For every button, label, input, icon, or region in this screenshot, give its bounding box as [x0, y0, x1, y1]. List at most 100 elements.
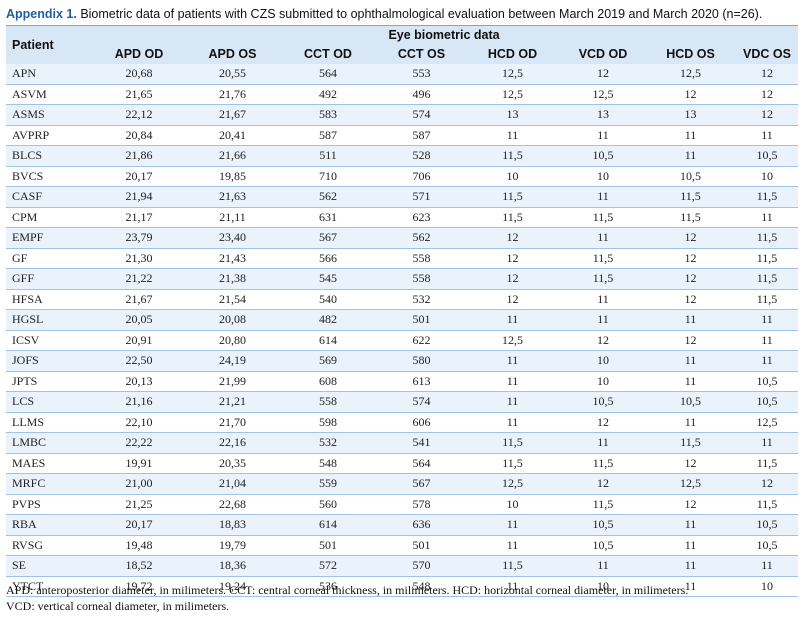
value-cell: 21,00 — [90, 473, 188, 495]
table-row: CPM 21,17 21,11 631 623 11,5 11,5 11,5 11 — [6, 207, 799, 228]
value-cell: 12 — [464, 289, 561, 310]
value-cell: 562 — [277, 186, 379, 208]
patient-cell: APN — [6, 64, 90, 85]
patient-cell: LMBC — [6, 432, 90, 454]
value-cell: 11,5 — [736, 289, 799, 310]
value-cell: 11 — [464, 412, 561, 433]
value-cell: 22,12 — [90, 104, 188, 126]
value-cell: 501 — [379, 309, 464, 331]
patient-column-header: Patient — [6, 25, 90, 64]
value-cell: 10 — [561, 371, 645, 392]
value-cell: 710 — [277, 166, 379, 187]
value-cell: 12,5 — [561, 84, 645, 105]
table-row: LLMS 22,10 21,70 598 606 11 12 11 12,5 — [6, 412, 799, 433]
value-cell: 11,5 — [645, 186, 736, 208]
value-cell: 20,68 — [90, 64, 188, 85]
value-cell: 21,67 — [188, 104, 277, 126]
patient-cell: JPTS — [6, 371, 90, 392]
value-cell: 501 — [379, 535, 464, 556]
value-cell: 20,91 — [90, 330, 188, 351]
value-cell: 12,5 — [464, 84, 561, 105]
value-cell: 11 — [736, 432, 799, 454]
value-cell: 12 — [645, 248, 736, 269]
value-cell: 587 — [379, 125, 464, 146]
patient-cell: EMPF — [6, 227, 90, 249]
patient-cell: GF — [6, 248, 90, 269]
table-row: MAES 19,91 20,35 548 564 11,5 11,5 12 11,5 — [6, 453, 799, 474]
value-cell: 11 — [645, 350, 736, 372]
value-cell: 23,40 — [188, 227, 277, 249]
value-cell: 21,04 — [188, 473, 277, 495]
value-cell: 21,43 — [188, 248, 277, 269]
patient-cell: JOFS — [6, 350, 90, 372]
value-cell: 11 — [645, 125, 736, 146]
value-cell: 583 — [277, 104, 379, 126]
table-row: ASMS 22,12 21,67 583 574 13 13 13 12 — [6, 104, 799, 126]
value-cell: 12,5 — [736, 412, 799, 433]
value-cell: 11 — [645, 535, 736, 556]
value-cell: 560 — [277, 494, 379, 515]
value-cell: 20,17 — [90, 166, 188, 187]
value-cell: 19,91 — [90, 453, 188, 474]
value-cell: 11 — [561, 309, 645, 331]
value-cell: 548 — [379, 576, 464, 597]
value-cell: 567 — [379, 473, 464, 495]
value-cell: 11 — [561, 125, 645, 146]
value-cell: 13 — [645, 104, 736, 126]
patient-cell: PVPS — [6, 494, 90, 515]
value-cell: 12 — [645, 227, 736, 249]
value-cell: 12 — [464, 227, 561, 249]
value-cell: 548 — [277, 453, 379, 474]
value-cell: 545 — [277, 268, 379, 290]
table-row: GF 21,30 21,43 566 558 12 11,5 12 11,5 — [6, 248, 799, 269]
value-cell: 636 — [379, 514, 464, 536]
value-cell: 622 — [379, 330, 464, 351]
table-row: HGSL 20,05 20,08 482 501 11 11 11 11 — [6, 309, 799, 331]
value-cell: 11 — [561, 289, 645, 310]
value-cell: 18,83 — [188, 514, 277, 536]
value-cell: 11,5 — [736, 248, 799, 269]
value-cell: 574 — [379, 104, 464, 126]
value-cell: 11 — [736, 350, 799, 372]
value-cell: 21,21 — [188, 391, 277, 413]
patient-cell: LLMS — [6, 412, 90, 433]
value-cell: 10,5 — [645, 166, 736, 187]
value-cell: 21,38 — [188, 268, 277, 290]
value-cell: 22,10 — [90, 412, 188, 433]
header-group-row: Patient Eye biometric data — [6, 25, 799, 64]
value-cell: 19,72 — [90, 576, 188, 597]
patient-cell: BVCS — [6, 166, 90, 187]
value-cell: 20,41 — [188, 125, 277, 146]
column-header: APD OS — [188, 45, 277, 64]
table-row: BLCS 21,86 21,66 511 528 11,5 10,5 11 10,5 — [6, 145, 799, 167]
value-cell: 20,17 — [90, 514, 188, 536]
value-cell: 10,5 — [736, 391, 799, 413]
patient-cell: CASF — [6, 186, 90, 208]
value-cell: 21,30 — [90, 248, 188, 269]
value-cell: 12 — [464, 268, 561, 290]
value-cell: 10 — [464, 494, 561, 515]
value-cell: 11,5 — [736, 268, 799, 290]
value-cell: 23,79 — [90, 227, 188, 249]
value-cell: 22,50 — [90, 350, 188, 372]
value-cell: 12 — [645, 330, 736, 351]
value-cell: 11 — [645, 555, 736, 577]
value-cell: 11,5 — [736, 494, 799, 515]
value-cell: 10,5 — [561, 391, 645, 413]
value-cell: 11 — [736, 330, 799, 351]
table-row: EMPF 23,79 23,40 567 562 12 11 12 11,5 — [6, 227, 799, 249]
value-cell: 11 — [561, 555, 645, 577]
value-cell: 13 — [464, 104, 561, 126]
table-row: AVPRP 20,84 20,41 587 587 11 11 11 11 — [6, 125, 799, 146]
value-cell: 11 — [645, 412, 736, 433]
value-cell: 10 — [736, 166, 799, 187]
value-cell: 608 — [277, 371, 379, 392]
value-cell: 10,5 — [736, 535, 799, 556]
patient-cell: BLCS — [6, 145, 90, 167]
table-row: LCS 21,16 21,21 558 574 11 10,5 10,5 10,5 — [6, 391, 799, 413]
value-cell: 11 — [645, 371, 736, 392]
table-row: RBA 20,17 18,83 614 636 11 10,5 11 10,5 — [6, 514, 799, 536]
value-cell: 11 — [464, 309, 561, 331]
value-cell: 21,54 — [188, 289, 277, 310]
value-cell: 12 — [464, 248, 561, 269]
